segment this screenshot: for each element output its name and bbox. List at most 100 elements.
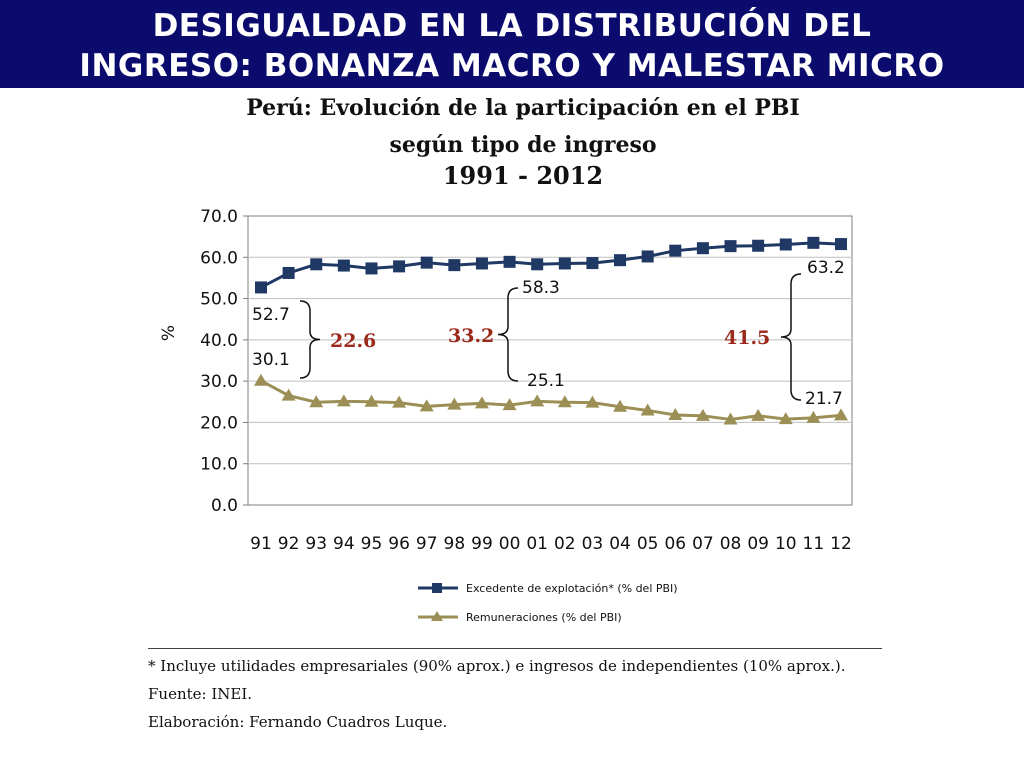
series-2-marker	[695, 408, 710, 421]
annotation-mid-gap: 33.2	[448, 325, 494, 347]
series-2-marker	[447, 397, 462, 410]
series-2-marker	[474, 396, 489, 409]
y-tick-label: 50.0	[200, 290, 238, 310]
series-1-marker	[531, 258, 544, 271]
series-line-2	[260, 379, 842, 422]
x-tick-label: 93	[305, 534, 327, 554]
series-2-marker	[613, 399, 628, 412]
chart-legend: Excedente de explotación* (% del PBI) Rem…	[418, 582, 678, 624]
annotation-mid-brace	[497, 287, 519, 382]
y-axis-label: %	[159, 325, 179, 341]
plot-frame	[247, 215, 853, 506]
legend-label: Remuneraciones (% del PBI)	[466, 611, 622, 624]
series-2-marker	[419, 399, 434, 412]
x-tick-label: 01	[526, 534, 548, 554]
series-2-marker	[254, 373, 268, 386]
chart-title-line-1: Perú: Evolución de la participación en e…	[246, 95, 800, 121]
series-2-marker	[392, 395, 407, 408]
x-tick-label: 10	[775, 534, 797, 554]
note-author: Elaboración: Fernando Cuadros Luque.	[148, 713, 448, 731]
x-tick-label: 02	[554, 534, 576, 554]
series-1-marker	[724, 240, 737, 253]
series-1-marker	[282, 266, 295, 279]
series-1-marker	[475, 257, 488, 270]
series-2-marker	[806, 410, 821, 423]
series-1-marker	[835, 238, 847, 251]
chart-title-line-2: según tipo de ingreso	[389, 132, 656, 158]
x-tick-label: 12	[830, 534, 852, 554]
note-footnote: * Incluye utilidades empresariales (90% …	[148, 657, 846, 675]
series-1-marker	[393, 260, 406, 273]
series-1-marker	[310, 258, 323, 271]
series-1-marker	[255, 281, 267, 294]
series-1-marker	[420, 256, 433, 269]
series-1-marker	[503, 255, 516, 268]
y-tick-label: 30.0	[200, 372, 238, 392]
slide-title-line-1: DESIGUALDAD EN LA DISTRIBUCIÓN DEL	[152, 8, 872, 44]
x-tick-label: 99	[471, 534, 493, 554]
plot-area: 0.0 10.0 20.0 30.0 40.0 50.0 60.0 70.0% 91 92 93 94…	[159, 207, 853, 554]
annotation-start-gap: 22.6	[330, 330, 376, 352]
series-1-marker	[807, 236, 820, 249]
series-2-marker	[778, 412, 793, 425]
series-1-marker	[448, 259, 461, 272]
x-tick-label: 98	[444, 534, 466, 554]
chart: Perú: Evolución de la participación en e…	[159, 95, 853, 624]
x-tick-label: 94	[333, 534, 355, 554]
x-tick-label: 09	[747, 534, 769, 554]
series-2-marker	[751, 408, 766, 421]
x-tick-label: 04	[609, 534, 631, 554]
x-tick-label: 05	[637, 534, 659, 554]
annotation-end-bottom: 21.7	[805, 389, 843, 409]
legend-label: Excedente de explotación* (% del PBI)	[466, 582, 678, 595]
series-2-marker	[336, 394, 351, 407]
y-tick-label: 60.0	[200, 248, 238, 268]
series-1-marker	[365, 262, 378, 275]
series-2-marker	[364, 394, 379, 407]
slide-title-line-2: INGRESO: BONANZA MACRO Y MALESTAR MICRO	[79, 48, 945, 84]
series-1-marker	[641, 250, 654, 263]
x-tick-label: 11	[803, 534, 825, 554]
x-tick-label: 96	[388, 534, 410, 554]
annotation-start-bottom: 30.1	[252, 350, 290, 370]
chart-notes: * Incluye utilidades empresariales (90% …	[148, 652, 882, 736]
y-tick-label: 70.0	[200, 207, 238, 227]
annotation-start-brace	[299, 300, 321, 379]
annotation-end-gap: 41.5	[724, 327, 770, 349]
series-1-marker	[779, 238, 792, 251]
x-tick-label: 00	[499, 534, 521, 554]
y-tick-label: 40.0	[200, 331, 238, 351]
series-1-marker	[586, 257, 599, 270]
series-2-marker	[640, 403, 655, 416]
series-line-1	[260, 241, 842, 289]
annotation-mid-bottom: 25.1	[527, 371, 565, 391]
chart-title: Perú: Evolución de la participación en e…	[246, 95, 800, 190]
x-tick-label: 03	[582, 534, 604, 554]
series-2-marker	[502, 398, 517, 411]
legend-marker-triangle	[431, 611, 443, 621]
x-tick-label: 07	[692, 534, 714, 554]
x-tick-label: 08	[720, 534, 742, 554]
x-tick-label: 97	[416, 534, 438, 554]
series-2-marker	[834, 408, 848, 421]
series-1-marker	[614, 254, 627, 267]
series-1-marker	[696, 242, 709, 255]
x-tick-label: 06	[664, 534, 686, 554]
series-2-marker	[281, 388, 296, 401]
y-tick-label: 0.0	[211, 496, 238, 516]
series-2-marker	[668, 407, 683, 420]
annotation-end-brace	[780, 273, 802, 401]
y-tick-label: 10.0	[200, 455, 238, 475]
legend-marker-square	[432, 583, 442, 593]
series-2-marker	[723, 412, 738, 425]
x-tick-label: 95	[361, 534, 383, 554]
x-tick-label: 92	[278, 534, 300, 554]
series-1-marker	[558, 257, 571, 270]
x-tick-label: 91	[250, 534, 272, 554]
series-1-marker	[669, 244, 682, 257]
series-2-marker	[585, 395, 600, 408]
series-2-marker	[557, 395, 572, 408]
series-2-marker	[309, 395, 324, 408]
annotation-start-top: 52.7	[252, 305, 290, 325]
annotation-end-top: 63.2	[807, 258, 845, 278]
